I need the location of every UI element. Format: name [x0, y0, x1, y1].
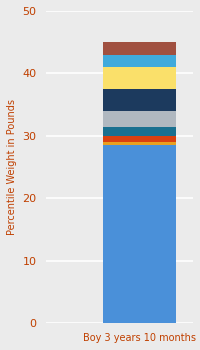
Bar	[103, 127, 176, 136]
Bar	[103, 67, 176, 89]
Bar	[103, 136, 176, 142]
Bar	[103, 55, 176, 67]
Bar	[103, 145, 176, 323]
Bar	[103, 142, 176, 145]
Bar	[103, 89, 176, 111]
Bar	[103, 42, 176, 55]
Y-axis label: Percentile Weight in Pounds: Percentile Weight in Pounds	[7, 99, 17, 235]
Bar	[103, 111, 176, 127]
